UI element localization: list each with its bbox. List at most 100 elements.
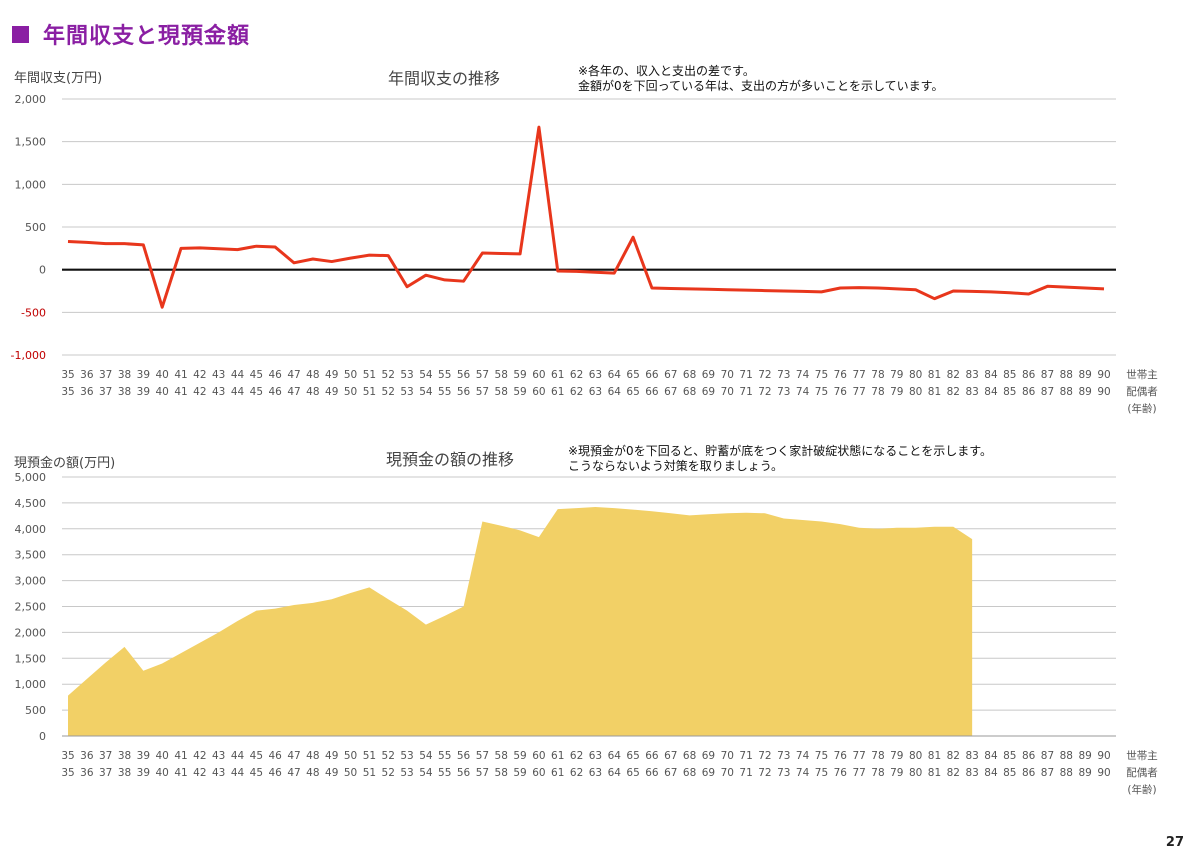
x-tick-label-householder: 72	[758, 750, 771, 762]
x-tick-label-householder: 82	[947, 369, 960, 381]
x-tick-label-spouse: 37	[99, 386, 112, 398]
x-tick-label-spouse: 64	[608, 386, 622, 398]
x-tick-label-spouse: 65	[626, 767, 639, 779]
x-tick-label-spouse: 49	[325, 386, 338, 398]
x-tick-label-spouse: 47	[287, 386, 300, 398]
x-tick-label-spouse: 73	[777, 386, 790, 398]
x-tick-label-householder: 65	[626, 750, 639, 762]
x-tick-label-spouse: 63	[589, 767, 602, 779]
x-tick-label-householder: 63	[589, 369, 602, 381]
x-tick-label-householder: 50	[344, 369, 357, 381]
x-tick-label-spouse: 52	[382, 767, 395, 779]
x-tick-label-spouse: 66	[645, 386, 659, 398]
x-tick-label-householder: 40	[155, 750, 168, 762]
x-tick-label-spouse: 40	[155, 386, 168, 398]
x-tick-label-householder: 71	[739, 750, 752, 762]
x-tick-label-householder: 76	[834, 369, 848, 381]
y-axis-label: 現預金の額(万円)	[14, 455, 115, 471]
x-tick-label-householder: 84	[984, 369, 998, 381]
page-header: 年間収支と現預金額	[12, 18, 250, 50]
x-tick-label-householder: 66	[645, 750, 659, 762]
x-tick-label-householder: 74	[796, 750, 810, 762]
x-tick-label-spouse: 77	[852, 386, 865, 398]
x-tick-label-householder: 82	[947, 750, 960, 762]
x-axis-title: (年齢)	[1127, 402, 1156, 415]
x-tick-label-spouse: 71	[739, 386, 752, 398]
x-tick-label-householder: 78	[871, 369, 884, 381]
x-tick-label-householder: 44	[231, 750, 245, 762]
x-tick-label-householder: 41	[174, 369, 187, 381]
x-tick-label-spouse: 56	[457, 767, 471, 779]
x-tick-label-spouse: 38	[118, 386, 131, 398]
x-tick-label-spouse: 57	[476, 767, 489, 779]
x-tick-label-spouse: 71	[739, 767, 752, 779]
x-tick-label-householder: 83	[965, 369, 978, 381]
x-tick-label-spouse: 36	[80, 767, 94, 779]
y-tick-label: 3,000	[15, 575, 47, 588]
x-tick-label-householder: 45	[250, 750, 263, 762]
x-tick-label-householder: 52	[382, 369, 395, 381]
y-tick-label: -500	[21, 306, 46, 319]
x-tick-label-spouse: 44	[231, 767, 245, 779]
y-tick-label: 3,500	[15, 549, 47, 562]
x-tick-label-householder: 68	[683, 750, 696, 762]
x-tick-label-spouse: 53	[400, 767, 413, 779]
x-tick-label-householder: 77	[852, 750, 865, 762]
x-tick-label-spouse: 84	[984, 386, 998, 398]
x-tick-label-householder: 54	[419, 750, 433, 762]
x-tick-label-spouse: 89	[1078, 386, 1091, 398]
x-tick-label-householder: 39	[137, 750, 150, 762]
x-tick-label-householder: 38	[118, 750, 131, 762]
x-tick-label-householder: 62	[570, 369, 583, 381]
y-tick-label: 4,500	[15, 497, 47, 510]
x-tick-label-spouse: 48	[306, 767, 319, 779]
x-tick-label-spouse: 85	[1003, 386, 1016, 398]
x-tick-label-spouse: 79	[890, 386, 903, 398]
x-tick-label-householder: 60	[532, 750, 545, 762]
x-tick-label-householder: 58	[495, 750, 508, 762]
x-tick-label-householder: 86	[1022, 750, 1036, 762]
x-tick-label-householder: 90	[1097, 750, 1110, 762]
x-tick-label-spouse: 73	[777, 767, 790, 779]
cash-balance-chart: 5,000 4,500 4,000 3,500 3,000 2,500 2,000 1,500…	[14, 443, 1158, 796]
x-tick-label-spouse: 52	[382, 386, 395, 398]
x-tick-label-spouse: 37	[99, 767, 112, 779]
x-tick-label-householder: 67	[664, 750, 677, 762]
x-tick-label-spouse: 70	[721, 386, 734, 398]
x-tick-label-householder: 47	[287, 750, 300, 762]
y-tick-label: -1,000	[11, 349, 46, 362]
x-tick-label-spouse: 82	[947, 386, 960, 398]
x-tick-label-spouse: 90	[1097, 767, 1110, 779]
y-tick-label: 2,500	[15, 601, 47, 614]
chart-note: ※現預金が0を下回ると、貯蓄が底をつく家計破綻状態になることを示します。	[568, 443, 992, 458]
x-tick-label-householder: 51	[363, 750, 376, 762]
x-tick-label-spouse: 67	[664, 386, 677, 398]
x-tick-label-householder: 57	[476, 369, 489, 381]
x-tick-label-spouse: 72	[758, 767, 771, 779]
x-tick-label-spouse: 38	[118, 767, 131, 779]
x-tick-label-householder: 80	[909, 369, 922, 381]
x-tick-label-householder: 87	[1041, 369, 1054, 381]
y-tick-label: 1,000	[15, 678, 47, 691]
x-tick-label-householder: 42	[193, 750, 206, 762]
x-tick-label-householder: 85	[1003, 750, 1016, 762]
x-axis-title: 世帯主	[1126, 749, 1158, 762]
x-tick-label-spouse: 68	[683, 386, 696, 398]
x-tick-label-householder: 64	[608, 369, 622, 381]
x-tick-label-householder: 66	[645, 369, 659, 381]
x-tick-label-spouse: 87	[1041, 767, 1054, 779]
y-tick-label: 1,000	[15, 178, 47, 191]
x-tick-label-spouse: 60	[532, 386, 545, 398]
x-tick-label-householder: 85	[1003, 369, 1016, 381]
x-tick-label-spouse: 76	[834, 767, 848, 779]
x-tick-label-spouse: 74	[796, 386, 810, 398]
page-title: 年間収支と現預金額	[43, 24, 251, 49]
x-tick-label-spouse: 49	[325, 767, 338, 779]
x-tick-label-spouse: 43	[212, 767, 225, 779]
x-tick-label-householder: 38	[118, 369, 131, 381]
x-tick-label-spouse: 68	[683, 767, 696, 779]
x-tick-label-householder: 40	[155, 369, 168, 381]
x-tick-label-householder: 41	[174, 750, 187, 762]
x-tick-label-householder: 73	[777, 750, 790, 762]
x-tick-label-spouse: 75	[815, 386, 828, 398]
